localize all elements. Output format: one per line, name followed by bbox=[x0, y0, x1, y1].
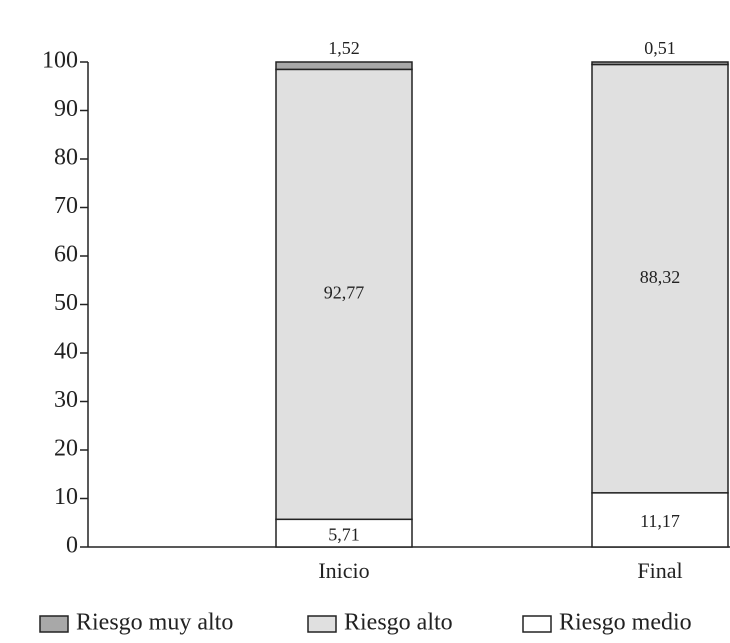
value-label: 5,71 bbox=[328, 524, 360, 544]
y-tick-label: 10 bbox=[54, 484, 78, 510]
legend-label: Riesgo medio bbox=[559, 610, 692, 636]
legend-swatch bbox=[522, 615, 552, 633]
legend-swatch bbox=[39, 615, 69, 633]
y-tick-label: 90 bbox=[54, 96, 78, 122]
y-tick-label: 0 bbox=[66, 533, 78, 559]
bar-segment bbox=[275, 61, 413, 71]
y-tick-label: 30 bbox=[54, 387, 78, 413]
value-label: 92,77 bbox=[324, 282, 365, 302]
value-label: 1,52 bbox=[328, 38, 360, 58]
legend-label: Riesgo alto bbox=[344, 610, 453, 636]
bar-segment bbox=[591, 61, 729, 66]
bar-segment bbox=[275, 68, 413, 521]
legend-label: Riesgo muy alto bbox=[76, 610, 233, 636]
x-tick-label: Inicio bbox=[318, 558, 369, 583]
value-label: 11,17 bbox=[640, 511, 680, 531]
y-tick-label: 70 bbox=[54, 193, 78, 219]
bar-segment bbox=[591, 492, 729, 548]
bar-segment bbox=[591, 63, 729, 494]
x-tick-label: Final bbox=[637, 558, 682, 583]
value-label: 0,51 bbox=[644, 38, 676, 58]
y-tick-label: 20 bbox=[54, 436, 78, 462]
y-tick-label: 100 bbox=[42, 48, 78, 74]
bar-segment bbox=[275, 518, 413, 548]
y-tick-label: 60 bbox=[54, 242, 78, 268]
value-label: 88,32 bbox=[640, 267, 681, 287]
y-tick-label: 40 bbox=[54, 339, 78, 365]
legend-swatch bbox=[307, 615, 337, 633]
y-tick-label: 50 bbox=[54, 290, 78, 316]
y-tick-label: 80 bbox=[54, 145, 78, 171]
